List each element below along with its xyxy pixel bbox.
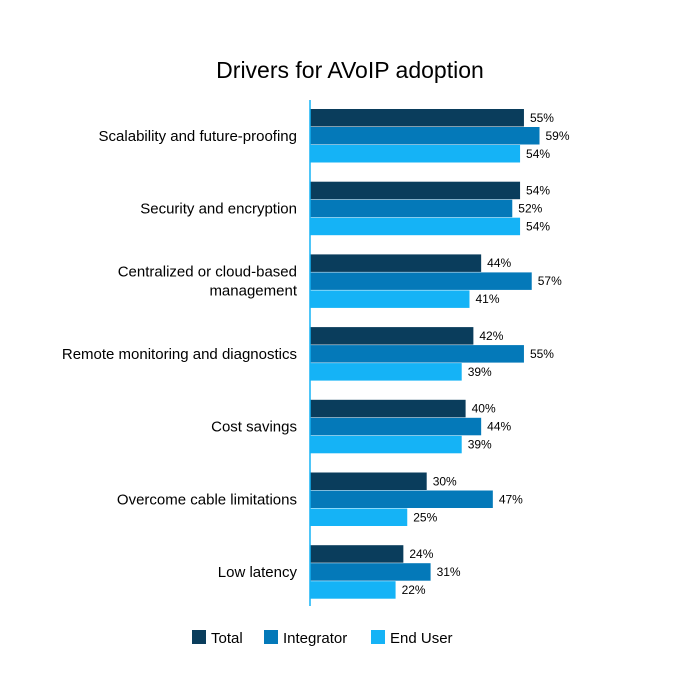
legend-swatch-end-user <box>371 630 385 644</box>
category-label: Remote monitoring and diagnostics <box>62 346 297 363</box>
legend-label: End User <box>390 630 453 647</box>
value-label: 31% <box>437 565 461 579</box>
value-label: 41% <box>475 292 499 306</box>
bar-integrator-5 <box>310 490 493 508</box>
value-label: 42% <box>479 329 503 343</box>
bar-end-user-0 <box>310 145 521 163</box>
bar-total-1 <box>310 181 521 200</box>
bar-integrator-2 <box>310 272 532 290</box>
bar-end-user-6 <box>310 581 396 599</box>
category-label: Low latency <box>218 564 298 581</box>
bar-total-4 <box>310 399 466 418</box>
value-label: 39% <box>468 438 492 452</box>
value-label: 22% <box>402 583 426 597</box>
value-label: 40% <box>472 402 496 416</box>
value-label: 57% <box>538 274 562 288</box>
bar-integrator-0 <box>310 127 540 145</box>
value-label: 59% <box>546 129 570 143</box>
value-label: 55% <box>530 347 554 361</box>
bar-end-user-5 <box>310 508 408 526</box>
value-label: 44% <box>487 256 511 270</box>
legend: Total Integrator End User <box>192 630 453 647</box>
category-label: Centralized or cloud-based management <box>118 264 298 300</box>
category-label: Cost savings <box>211 419 297 436</box>
value-label: 55% <box>530 111 554 125</box>
bar-integrator-4 <box>310 417 482 436</box>
bar-integrator-1 <box>310 199 513 218</box>
bar-end-user-1 <box>310 217 521 236</box>
bar-integrator-6 <box>310 563 431 581</box>
bar-end-user-2 <box>310 290 470 308</box>
value-label: 39% <box>468 365 492 379</box>
bar-total-3 <box>310 327 474 345</box>
bar-total-0 <box>310 109 524 127</box>
labels-group: 55% 59% 54% Scalability and future-proofing… <box>62 111 570 597</box>
value-label: 54% <box>526 183 550 197</box>
value-label: 54% <box>526 219 550 233</box>
value-label: 52% <box>518 201 542 215</box>
value-label: 24% <box>409 547 433 561</box>
bar-integrator-3 <box>310 345 524 363</box>
bars-group <box>309 100 540 606</box>
value-label: 25% <box>413 510 437 524</box>
bar-end-user-3 <box>310 363 462 381</box>
chart-title: Drivers for AVoIP adoption <box>216 57 484 83</box>
bar-end-user-4 <box>310 435 462 454</box>
category-label: Scalability and future-proofing <box>99 128 297 145</box>
legend-label: Integrator <box>283 630 347 647</box>
value-label: 47% <box>499 492 523 506</box>
legend-label: Total <box>211 630 243 647</box>
bar-total-2 <box>310 254 482 272</box>
legend-swatch-total <box>192 630 206 644</box>
value-label: 30% <box>433 474 457 488</box>
bar-total-5 <box>310 472 427 490</box>
category-label: Overcome cable limitations <box>117 491 297 508</box>
category-label: Security and encryption <box>140 200 297 217</box>
bar-total-6 <box>310 545 404 563</box>
value-label: 54% <box>526 147 550 161</box>
legend-swatch-integrator <box>264 630 278 644</box>
value-label: 44% <box>487 420 511 434</box>
